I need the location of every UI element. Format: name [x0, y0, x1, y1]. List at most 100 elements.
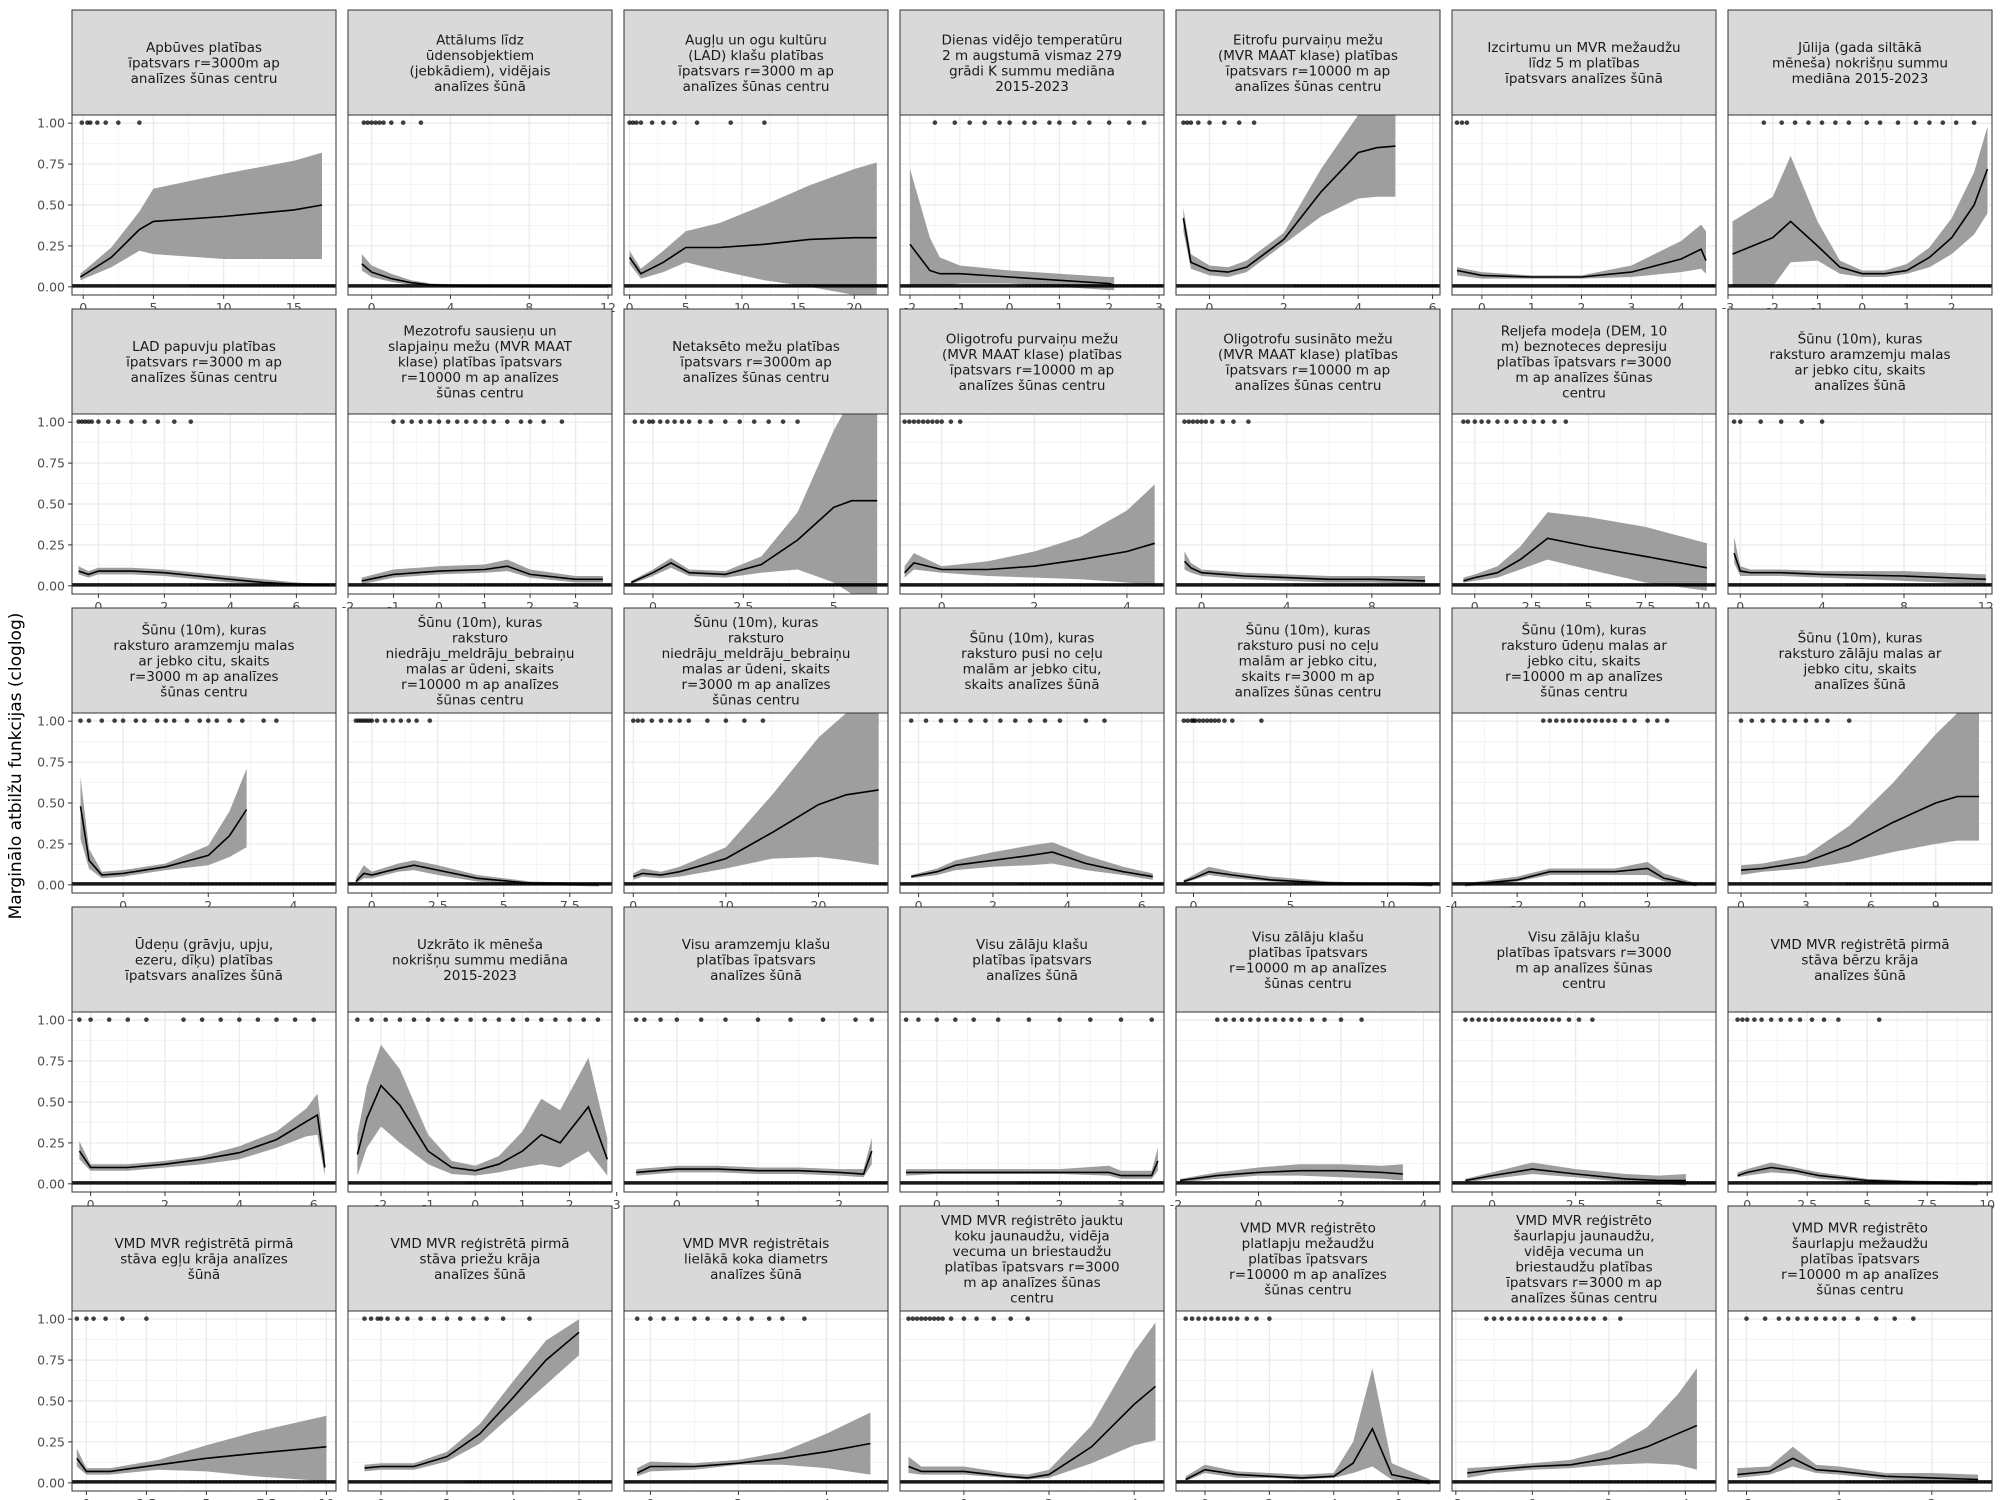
response-line [78, 570, 330, 586]
absence-point [236, 882, 240, 886]
absence-point [1318, 583, 1322, 587]
data-layer [72, 1316, 336, 1484]
panel-border [623, 712, 889, 894]
absence-point [763, 1480, 766, 1484]
facet-strip [899, 1205, 1165, 1312]
absence-point [1358, 284, 1362, 288]
presence-point [1785, 1316, 1791, 1321]
absence-point [1122, 583, 1126, 587]
presence-point [1523, 1017, 1528, 1022]
absence-point [189, 583, 193, 587]
absence-point [1380, 284, 1384, 288]
absence-point [1115, 284, 1119, 288]
absence-point [294, 1181, 298, 1185]
presence-point [938, 718, 944, 723]
facet-strip [1451, 607, 1717, 714]
presence-point [991, 1316, 996, 1321]
absence-point [1293, 1181, 1297, 1185]
absence-point [505, 583, 509, 587]
presence-point [1222, 1316, 1227, 1321]
presence-points [932, 120, 1147, 125]
presence-point [1573, 718, 1579, 723]
y-tick-label: 1.00 [37, 714, 65, 729]
presence-point [375, 1316, 381, 1321]
absence-point [1348, 583, 1351, 587]
facet-panel-26: Visu zālāju klašu platības īpatsvars r=100… [1170, 906, 1441, 1212]
absence-point [1624, 1181, 1627, 1185]
absence-point [1678, 1181, 1681, 1185]
absence-point [1885, 882, 1888, 886]
absence-point [1667, 882, 1671, 886]
x-tick-label: 6 [1394, 1496, 1402, 1500]
absence-point [1075, 284, 1079, 288]
presence-point [1202, 1316, 1208, 1321]
absence-point [857, 284, 861, 288]
presence-point [369, 718, 375, 723]
absence-point [251, 882, 254, 886]
absence-point [273, 1480, 276, 1484]
presence-point [1461, 419, 1466, 424]
absence-point [222, 882, 225, 886]
absence-point [1587, 583, 1591, 587]
absence-point [1689, 1181, 1692, 1185]
absence-point [1351, 1181, 1355, 1185]
absence-point [1576, 284, 1580, 288]
absence-point [1667, 1181, 1671, 1185]
x-tick-label: 10 [318, 1496, 334, 1500]
absence-point [1979, 882, 1983, 886]
x-tick-label: 8 [525, 300, 533, 315]
absence-point [850, 882, 853, 886]
facet-title: Dienas vidējo temperatūru 2 m augstumā vi… [942, 32, 1123, 95]
presence-point [908, 718, 914, 723]
absence-point [1416, 284, 1420, 288]
absence-point [1424, 1181, 1427, 1185]
presence-point [1246, 419, 1251, 424]
confidence-band [76, 1415, 327, 1482]
absence-point [1910, 882, 1914, 886]
absence-point [1042, 882, 1046, 886]
absence-point [1580, 284, 1583, 288]
presence-point [1184, 120, 1190, 125]
absence-point [1104, 1480, 1108, 1484]
absence-point [1108, 284, 1111, 288]
absence-point [1144, 1480, 1148, 1484]
presence-point [692, 1316, 697, 1321]
x-tick-label: 0 [1478, 300, 1486, 315]
absence-point [774, 1480, 777, 1484]
presence-point [940, 1316, 945, 1321]
data-layer [624, 1316, 888, 1484]
presence-point [1771, 718, 1776, 723]
absence-point [1358, 1181, 1362, 1185]
presence-points [1181, 120, 1257, 125]
presence-point [911, 419, 917, 424]
absence-point [1703, 1181, 1707, 1185]
absence-point [309, 1181, 312, 1185]
absence-point [294, 882, 298, 886]
absence-point [861, 284, 864, 288]
absence-point [1663, 1480, 1667, 1484]
presence-point [1106, 120, 1112, 125]
absence-point [1976, 284, 1979, 288]
absence-point [1624, 1480, 1627, 1484]
presence-point [983, 718, 988, 723]
absence-point [1907, 882, 1910, 886]
facet-panel-20: Šūnu (10m), kuras raksturo ūdeņu malas ar… [1446, 607, 1717, 913]
presence-point [172, 419, 177, 424]
absence-point [1050, 882, 1053, 886]
absence-point [1947, 1480, 1950, 1484]
absence-point [854, 284, 857, 288]
absence-point [1315, 1480, 1318, 1484]
absence-point [1395, 284, 1398, 288]
absence-point [1965, 1480, 1968, 1484]
y-tick-label: 0.50 [37, 1394, 65, 1409]
absence-point [607, 1480, 610, 1484]
presence-point [665, 419, 670, 424]
absence-point [846, 882, 850, 886]
absence-point [196, 1480, 200, 1484]
absence-point [1068, 583, 1071, 587]
absence-point [756, 1480, 759, 1484]
absence-point [501, 1480, 505, 1484]
presence-point [414, 718, 419, 723]
presence-point [1026, 1017, 1032, 1022]
absence-point [843, 583, 846, 587]
